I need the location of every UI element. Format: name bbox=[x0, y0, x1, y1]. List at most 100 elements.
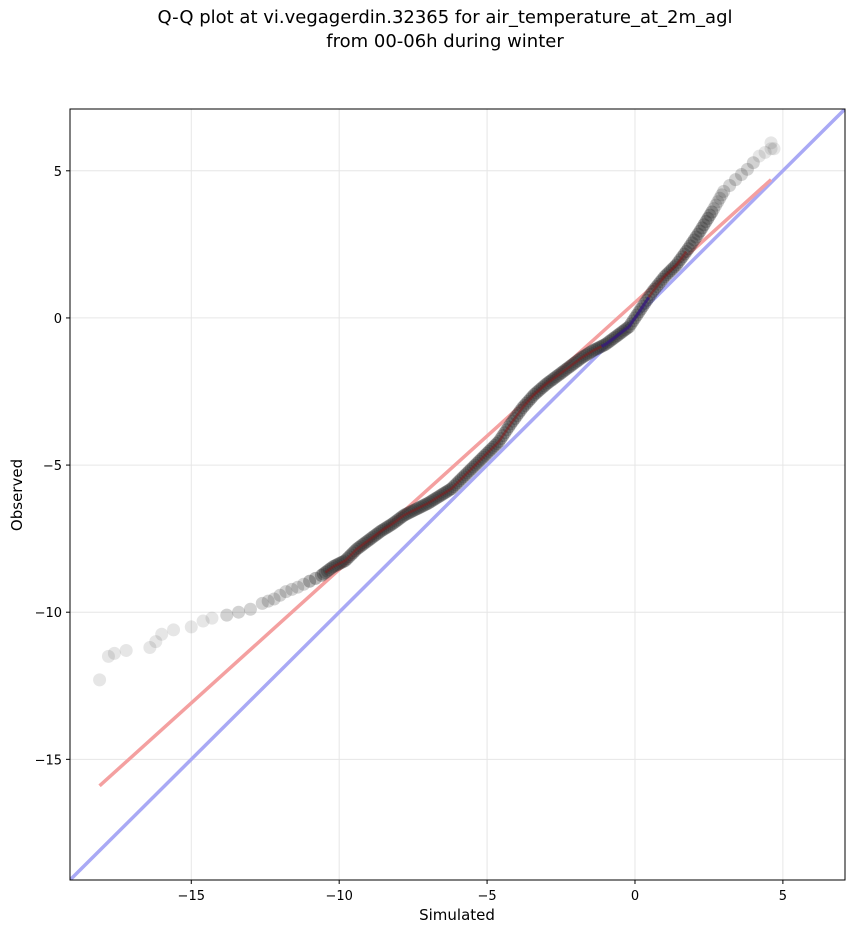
quantile-point bbox=[711, 195, 725, 209]
fit-overlap-segment bbox=[452, 483, 457, 488]
fit-overlap-segment bbox=[358, 544, 362, 549]
fit-overlap-segment bbox=[501, 432, 506, 437]
x-tick-label: 5 bbox=[779, 889, 787, 904]
y-tick-label: −5 bbox=[43, 459, 62, 474]
fit-overlap-segment bbox=[366, 539, 370, 543]
fit-overlap-segment bbox=[427, 501, 431, 505]
fit-overlap-segment bbox=[324, 570, 329, 574]
fit-overlap-segment bbox=[571, 362, 575, 367]
fit-overlap-segment bbox=[445, 490, 449, 494]
identity-overlap-segment bbox=[620, 329, 625, 334]
quantile-point bbox=[705, 205, 719, 219]
quantile-point bbox=[303, 574, 317, 588]
x-tick-label: −5 bbox=[477, 889, 496, 904]
fit-overlap-segment bbox=[348, 553, 352, 558]
fit-overlap-segment bbox=[586, 351, 591, 356]
y-tick-label: 0 bbox=[54, 312, 62, 327]
fit-overlap-segment bbox=[575, 359, 579, 364]
fit-overlap-segment bbox=[513, 415, 518, 420]
fit-overlap-segment bbox=[395, 518, 400, 522]
quantile-point bbox=[267, 592, 281, 606]
fit-overlap-segment bbox=[673, 264, 678, 268]
reference-lines bbox=[70, 109, 845, 880]
fit-overlap-segment bbox=[391, 521, 396, 525]
identity-overlap-segment bbox=[602, 343, 607, 347]
fit-overlap-segment bbox=[344, 557, 348, 562]
y-tick-label: −10 bbox=[35, 606, 62, 621]
fit-overlap-segment bbox=[470, 466, 475, 470]
fit-overlap-segment bbox=[472, 464, 477, 468]
quantile-point bbox=[232, 605, 246, 619]
quantile-point bbox=[297, 577, 311, 591]
fit-overlap-segment bbox=[539, 386, 544, 391]
quantile-point bbox=[273, 588, 287, 602]
fit-overlap-segment bbox=[389, 522, 394, 527]
fit-overlap-segment bbox=[454, 481, 459, 486]
fit-overlap-segment bbox=[354, 548, 358, 552]
fit-overlap-segment bbox=[342, 559, 346, 563]
fit-overlap-segment bbox=[460, 475, 465, 480]
fit-overlap-segment bbox=[505, 426, 510, 431]
fit-overlap-segment bbox=[338, 561, 342, 565]
fit-overlap-segment bbox=[407, 511, 411, 515]
fit-overlap-segment bbox=[413, 508, 417, 512]
quantile-point bbox=[285, 582, 299, 596]
fit-overlap-segment bbox=[369, 536, 374, 540]
identity-overlap-segment bbox=[641, 302, 647, 307]
fit-line bbox=[98, 178, 773, 788]
fit-overlap-segment bbox=[677, 258, 682, 264]
quantile-point bbox=[697, 218, 711, 232]
fit-overlap-segment bbox=[364, 540, 368, 545]
grid-lines bbox=[70, 109, 845, 880]
quantile-point bbox=[746, 156, 760, 170]
fit-overlap-segment bbox=[484, 452, 488, 457]
quantile-point bbox=[734, 167, 748, 181]
identity-overlap-segment bbox=[633, 314, 639, 319]
quantile-point bbox=[309, 571, 323, 585]
fit-overlap-segment bbox=[581, 355, 585, 359]
fit-overlap-segment bbox=[482, 454, 486, 459]
quantile-point bbox=[691, 227, 705, 241]
fit-overlap-segment bbox=[411, 509, 415, 513]
fit-overlap-segment bbox=[443, 491, 447, 495]
fit-overlap-segment bbox=[371, 534, 376, 539]
quantile-point bbox=[314, 568, 328, 582]
fit-overlap-segment bbox=[573, 361, 577, 365]
identity-overlap-segment bbox=[622, 328, 627, 333]
quantile-point bbox=[729, 173, 743, 187]
fit-overlap-segment bbox=[340, 560, 344, 564]
fit-overlap-segment bbox=[496, 440, 500, 445]
fit-overlap-segment bbox=[545, 381, 549, 386]
fit-overlap-segment bbox=[543, 383, 548, 387]
fit-overlap-segment bbox=[667, 269, 672, 274]
fit-overlap-segment bbox=[462, 473, 467, 478]
fit-overlap-segment bbox=[368, 537, 372, 542]
fit-overlap-segment bbox=[450, 485, 455, 490]
quantile-point bbox=[687, 233, 701, 247]
quantile-point bbox=[149, 635, 163, 649]
fit-overlap-segment bbox=[326, 568, 331, 573]
x-tick-label: 0 bbox=[631, 889, 639, 904]
identity-overlap-segment bbox=[610, 337, 615, 342]
quantile-point bbox=[101, 649, 115, 663]
identity-overlap-segment bbox=[614, 334, 619, 339]
fit-overlap-segment bbox=[377, 530, 382, 534]
identity-line bbox=[70, 109, 845, 880]
fit-overlap-segment bbox=[583, 354, 587, 358]
quantile-point bbox=[767, 142, 781, 156]
fit-overlap-segment bbox=[439, 493, 443, 498]
quantile-point bbox=[155, 627, 169, 641]
fit-overlap-segment bbox=[332, 564, 336, 568]
quantile-point bbox=[713, 191, 727, 205]
fit-overlap-segment bbox=[480, 456, 485, 461]
fit-overlap-segment bbox=[533, 391, 538, 396]
fit-overlap-segment bbox=[679, 256, 684, 261]
fit-overlap-segment bbox=[425, 502, 429, 506]
fit-overlap-segment bbox=[541, 384, 546, 389]
fit-overlap-segment bbox=[549, 378, 553, 383]
fit-overlap-segment bbox=[649, 290, 654, 296]
quantile-point bbox=[255, 596, 269, 610]
quantile-point bbox=[693, 224, 707, 238]
identity-overlap-segment bbox=[612, 335, 617, 340]
